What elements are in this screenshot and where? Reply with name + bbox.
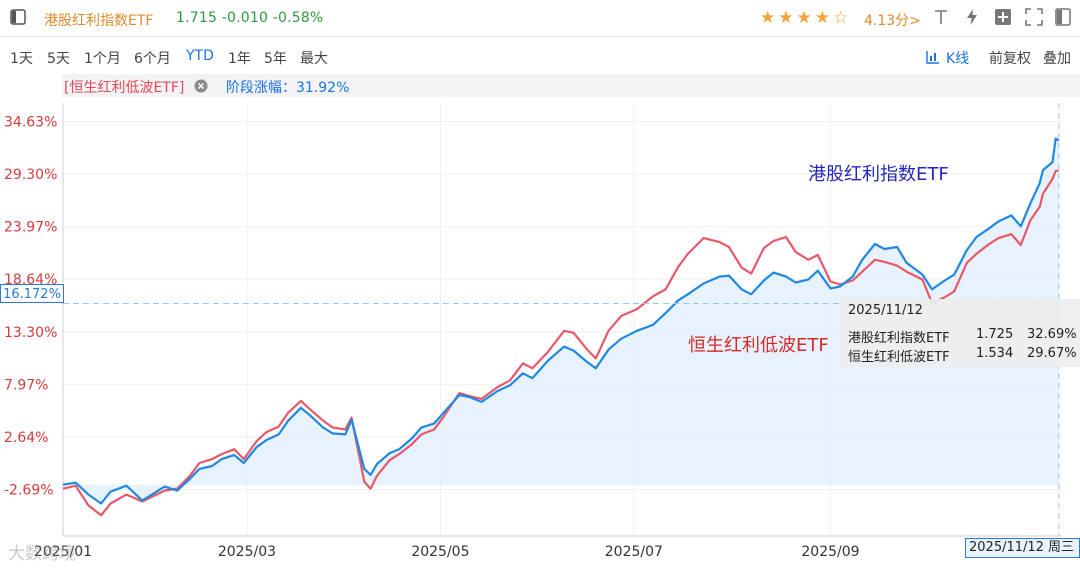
series-area-fill [63,138,1059,504]
close-icon[interactable] [194,79,208,93]
compare-series-tag: [恒生红利低波ETF] [64,80,185,96]
red-series-label: 恒生红利低波ETF [688,335,829,356]
x-tick-label: 2025/09 [801,544,859,560]
range-1m-button[interactable]: 1个月 [84,51,121,67]
range-1y-button[interactable]: 1年 [228,51,251,67]
security-title: 港股红利指数ETF [44,13,154,29]
tooltip-row-price: 1.725 [976,327,1014,342]
x-tick-label: 2025/07 [605,544,663,560]
window-icon[interactable] [1054,8,1072,26]
period-change-value: 31.92% [296,80,350,96]
tooltip-row-name: 恒生红利低波ETF [848,350,950,365]
hover-tooltip: 2025/11/12 港股红利指数ETF 1.725 32.69% 恒生红利低波… [842,299,1080,367]
panel-toggle-icon[interactable] [10,9,26,25]
series-line-blue [62,137,1060,505]
range-max-button[interactable]: 最大 [300,51,328,67]
x-tick-label: 2025/01 [34,544,92,560]
adjust-toggle[interactable]: 前复权 [989,51,1031,67]
crosshair-y-readout: 16.172% [0,284,64,303]
compare-bar: [恒生红利低波ETF] 阶段涨幅：31.92% [62,74,1080,97]
overlay-button[interactable]: 叠加 [1043,51,1071,67]
tooltip-row-price: 1.534 [976,346,1014,361]
period-change-label: 阶段涨幅： [226,80,296,96]
range-ytd-button[interactable]: YTD [186,48,214,64]
rating-stars: ★★★★☆ [760,8,852,28]
range-bar: 1天 5天 1个月 6个月 YTD 1年 5年 最大 K线 前复权 叠加 [0,44,1080,70]
fullscreen-icon[interactable] [1025,8,1043,26]
top-bar: 港股红利指数ETF 1.715 -0.010 -0.58% ★★★★☆ 4.13… [0,0,1080,37]
y-tick-label: 2.64% [4,430,48,446]
y-tick-label: 23.97% [4,220,57,236]
tooltip-row-pct: 32.69% [1027,327,1077,342]
range-5y-button[interactable]: 5年 [264,51,287,67]
y-tick-label: -2.69% [4,483,54,499]
x-tick-label: 2025/03 [218,544,276,560]
crosshair-x-readout: 2025/11/12 周三 [965,538,1080,558]
rating-link[interactable]: 4.13分> [864,13,921,29]
y-tick-label: 34.63% [4,114,57,130]
range-5d-button[interactable]: 5天 [47,51,70,67]
y-tick-label: 29.30% [4,167,57,183]
tooltip-date: 2025/11/12 [848,303,923,318]
series-line-red [62,169,1060,517]
range-6m-button[interactable]: 6个月 [134,51,171,67]
blue-series-label: 港股红利指数ETF [808,164,949,185]
watermark: 大数跨境 [8,544,76,564]
period-change: 阶段涨幅：31.92% [226,77,349,97]
add-box-icon[interactable] [994,8,1012,26]
tooltip-row-name: 港股红利指数ETF [848,331,950,346]
y-tick-label: 13.30% [4,325,57,341]
x-tick-label: 2025/05 [411,544,469,560]
bar-chart-icon [926,51,939,64]
kline-toggle[interactable]: K线 [946,51,970,67]
chart-plot[interactable]: 34.63%29.30%23.97%18.64%13.30%7.97%2.64%… [0,97,1080,569]
lightning-icon[interactable] [963,8,981,26]
price-quote: 1.715 -0.010 -0.58% [176,10,324,26]
tooltip-row-pct: 29.67% [1027,346,1077,361]
y-tick-label: 7.97% [4,377,48,393]
text-tool-icon[interactable] [932,8,950,26]
range-1d-button[interactable]: 1天 [10,51,33,67]
